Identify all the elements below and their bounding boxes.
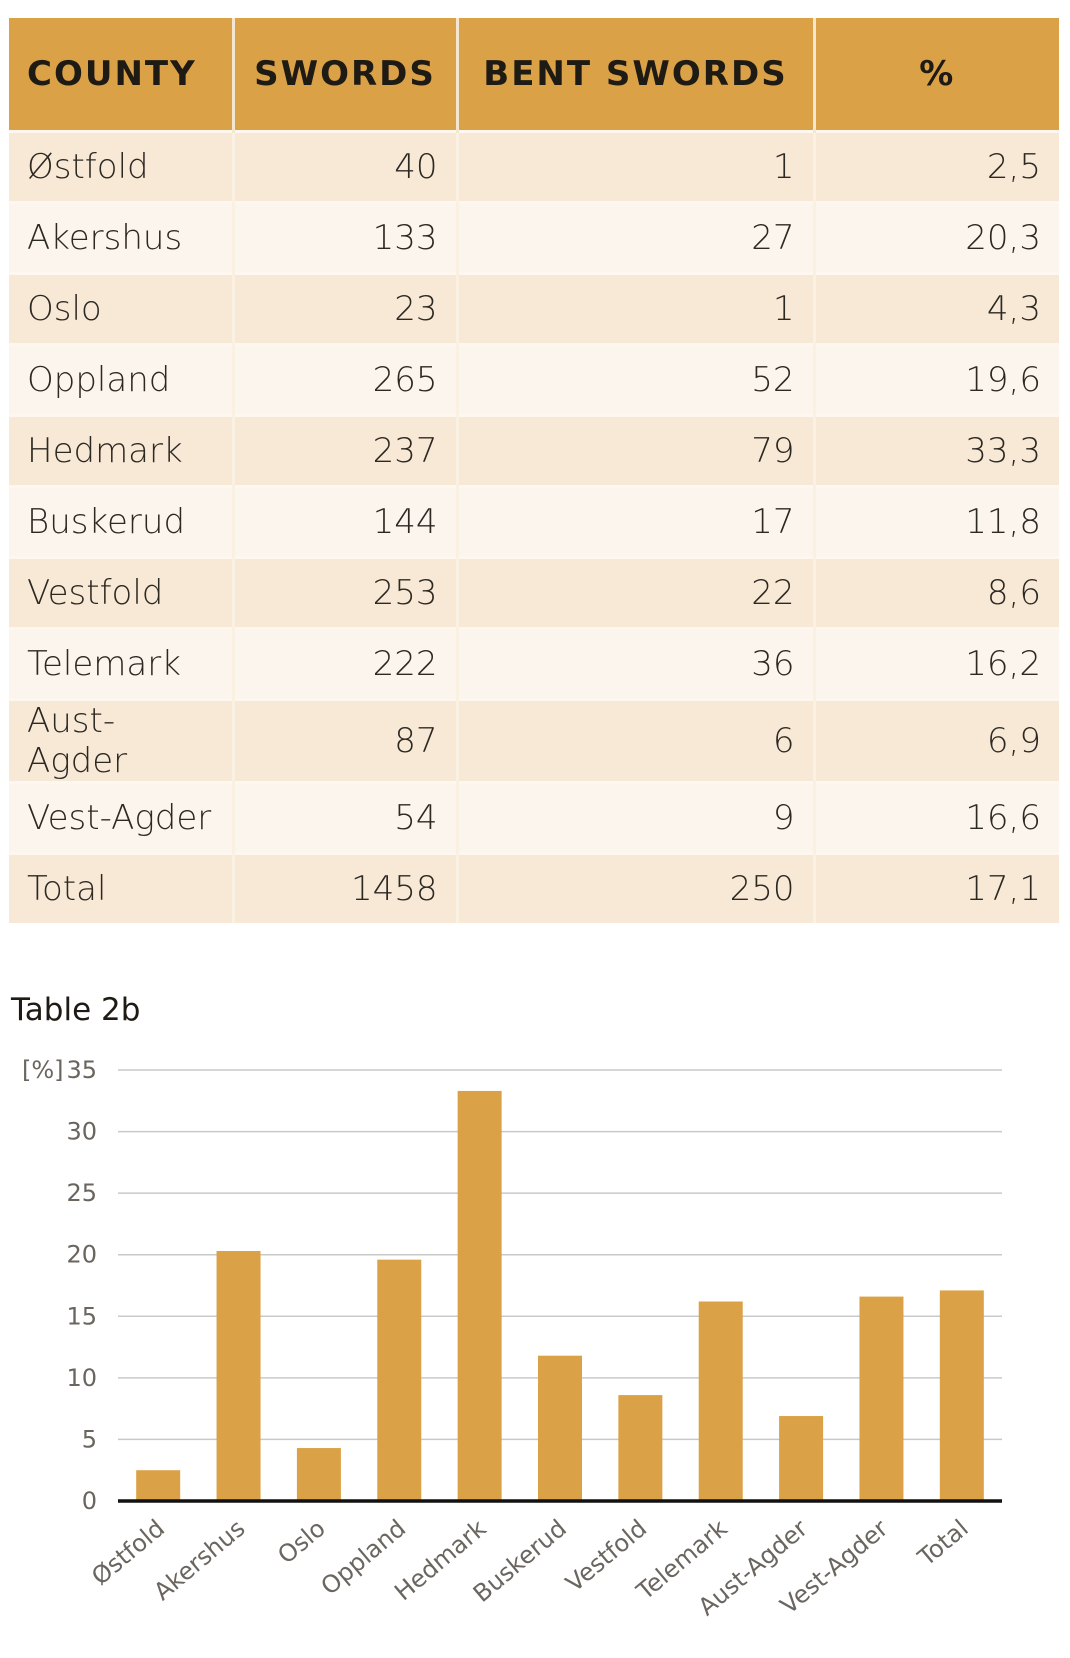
cell-swords: 23	[233, 272, 459, 345]
table-row: Oppland 265 52 19,6	[9, 343, 1059, 416]
header-percent: %	[814, 18, 1059, 132]
cell-bent-swords: 17	[457, 485, 816, 558]
cell-percent: 4,3	[814, 272, 1059, 345]
cell-swords: 40	[233, 130, 459, 203]
cell-county: Vest-Agder	[9, 781, 235, 854]
cell-swords: 144	[233, 485, 459, 558]
bar-total	[939, 1290, 984, 1501]
cell-percent: 16,6	[814, 781, 1059, 854]
bar-hedmark	[457, 1090, 502, 1501]
header-swords: SWORDS	[233, 18, 459, 132]
cell-bent-swords: 52	[457, 343, 816, 416]
table-header-row: COUNTY SWORDS BENT SWORDS %	[9, 18, 1059, 132]
cell-swords: 222	[233, 627, 459, 700]
cell-bent-swords: 79	[457, 414, 816, 487]
bar-buskerud	[538, 1355, 582, 1501]
x-tick-label: Total	[912, 1514, 974, 1572]
cell-county: Akershus	[9, 201, 235, 274]
cell-bent-swords: 1	[457, 272, 816, 345]
cell-percent: 20,3	[814, 201, 1059, 274]
cell-swords: 87	[233, 698, 459, 783]
cell-swords: 237	[233, 414, 459, 487]
cell-swords: 253	[233, 556, 459, 629]
table-row: Akershus 133 27 20,3	[9, 201, 1059, 274]
cell-county: Total	[9, 852, 235, 923]
bar-vestfold	[618, 1395, 663, 1501]
cell-swords: 54	[233, 781, 459, 854]
y-tick-label: 15	[66, 1302, 97, 1330]
y-tick-label: 25	[66, 1179, 97, 1207]
bar-aust-agder	[779, 1416, 824, 1501]
cell-bent-swords: 1	[457, 130, 816, 203]
y-axis-label: [%]	[22, 1056, 64, 1084]
cell-county: Buskerud	[9, 485, 235, 558]
cell-percent: 2,5	[814, 130, 1059, 203]
cell-swords: 1458	[233, 852, 459, 923]
y-tick-label: 35	[66, 1056, 97, 1084]
cell-percent: 19,6	[814, 343, 1059, 416]
cell-percent: 16,2	[814, 627, 1059, 700]
cell-county: Oppland	[9, 343, 235, 416]
table-row: Vestfold 253 22 8,6	[9, 556, 1059, 629]
cell-bent-swords: 9	[457, 781, 816, 854]
bar-østfold	[136, 1470, 181, 1501]
cell-county: Aust-Agder	[9, 698, 235, 783]
cell-county: Vestfold	[9, 556, 235, 629]
table-row: Vest-Agder 54 9 16,6	[9, 781, 1059, 854]
cell-bent-swords: 27	[457, 201, 816, 274]
cell-swords: 133	[233, 201, 459, 274]
y-tick-label: 20	[66, 1241, 97, 1269]
header-bent-swords: BENT SWORDS	[457, 18, 816, 132]
table-row: Østfold 40 1 2,5	[9, 130, 1059, 203]
cell-bent-swords: 22	[457, 556, 816, 629]
swords-table: COUNTY SWORDS BENT SWORDS % Østfold 40 1 2,…	[9, 18, 1059, 923]
y-tick-label: 30	[66, 1118, 97, 1146]
y-tick-label: 5	[82, 1425, 97, 1453]
cell-swords: 265	[233, 343, 459, 416]
cell-county: Oslo	[9, 272, 235, 345]
header-county: COUNTY	[9, 18, 235, 132]
cell-county: Østfold	[9, 130, 235, 203]
cell-percent: 33,3	[814, 414, 1059, 487]
cell-percent: 8,6	[814, 556, 1059, 629]
cell-percent: 6,9	[814, 698, 1059, 783]
table-row: Telemark 222 36 16,2	[9, 627, 1059, 700]
table-row: Hedmark 237 79 33,3	[9, 414, 1059, 487]
cell-percent: 11,8	[814, 485, 1059, 558]
bar-oppland	[377, 1259, 422, 1501]
cell-county: Hedmark	[9, 414, 235, 487]
x-tick-label: Oslo	[272, 1514, 330, 1569]
bar-vest-agder	[859, 1296, 904, 1501]
y-tick-label: 0	[82, 1487, 97, 1515]
table-row: Buskerud 144 17 11,8	[9, 485, 1059, 558]
chart-caption: Table 2b	[11, 992, 141, 1028]
table-row: Total 1458 250 17,1	[9, 852, 1059, 923]
bar-telemark	[698, 1301, 743, 1501]
x-tick-label: Akershus	[148, 1514, 250, 1606]
bar-oslo	[296, 1448, 341, 1501]
cell-percent: 17,1	[814, 852, 1059, 923]
table-row: Oslo 23 1 4,3	[9, 272, 1059, 345]
table-row: Aust-Agder 87 6 6,9	[9, 698, 1059, 783]
cell-bent-swords: 36	[457, 627, 816, 700]
cell-bent-swords: 6	[457, 698, 816, 783]
cell-county: Telemark	[9, 627, 235, 700]
bar-akershus	[216, 1251, 261, 1501]
cell-bent-swords: 250	[457, 852, 816, 923]
table-body: Østfold 40 1 2,5 Akershus 133 27 20,3 Oslo 23 1 4,3…	[9, 130, 1059, 923]
y-tick-label: 10	[66, 1364, 97, 1392]
